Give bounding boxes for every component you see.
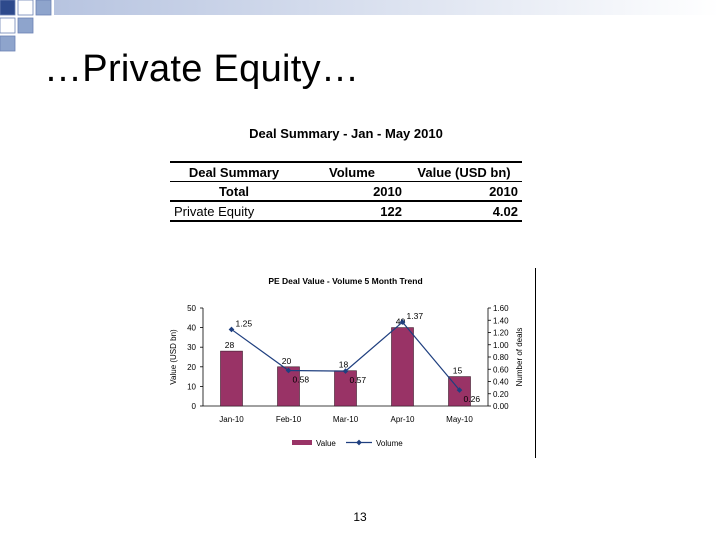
right-tick-label: 1.40 — [493, 316, 509, 325]
legend-marker-volume — [356, 439, 362, 446]
header-cell: Deal Summary — [170, 162, 298, 182]
deco-square — [0, 35, 16, 52]
chart-title: PE Deal Value - Volume 5 Month Trend — [268, 276, 422, 286]
left-tick-label: 50 — [187, 304, 196, 313]
deco-square — [0, 17, 16, 34]
slide-title: …Private Equity… — [44, 48, 360, 90]
header-decoration — [0, 0, 720, 52]
left-tick-label: 0 — [192, 402, 197, 411]
subheader-cell: 2010 — [298, 181, 406, 202]
table-row: Private Equity 122 4.02 — [170, 201, 522, 221]
subheader-cell: 2010 — [406, 181, 522, 202]
header-cell: Volume — [298, 162, 406, 182]
bar — [391, 327, 414, 407]
line-point — [456, 387, 463, 393]
x-tick-label: Mar-10 — [333, 415, 359, 424]
deco-square — [35, 0, 52, 16]
deco-square — [17, 0, 34, 16]
left-tick-label: 40 — [187, 324, 196, 333]
deal-summary-table: Deal Summary Volume Value (USD bn) Total… — [170, 161, 522, 222]
page-number: 13 — [353, 510, 367, 524]
right-axis-label: Number of deals — [515, 328, 524, 387]
x-tick-label: Jan-10 — [219, 415, 244, 424]
line-data-label: 1.37 — [407, 311, 424, 321]
chart-divider — [535, 268, 536, 458]
left-tick-label: 30 — [187, 343, 196, 352]
left-tick-label: 10 — [187, 382, 196, 391]
right-tick-label: 0.40 — [493, 378, 509, 387]
right-tick-label: 1.20 — [493, 329, 509, 338]
bar-data-label: 20 — [282, 356, 292, 366]
row-label: Private Equity — [174, 203, 255, 219]
line-data-label: 1.25 — [236, 318, 253, 328]
row-value: 4.02 — [492, 203, 518, 219]
bar-data-label: 15 — [453, 366, 463, 376]
bar-data-label: 28 — [225, 340, 235, 350]
legend-label-volume: Volume — [376, 439, 403, 448]
table-header-row: Deal Summary Volume Value (USD bn) — [170, 162, 522, 182]
pe-trend-chart: PE Deal Value - Volume 5 Month Trend 0 10 2… — [169, 276, 524, 448]
table-title: Deal Summary - Jan - May 2010 — [249, 126, 443, 141]
left-axis-label: Value (USD bn) — [169, 329, 178, 385]
header-band — [54, 0, 720, 15]
right-tick-label: 0.60 — [493, 365, 509, 374]
header-cell: Value (USD bn) — [406, 162, 522, 182]
line-data-label: 0.57 — [350, 375, 367, 385]
line-data-label: 0.58 — [293, 374, 310, 384]
table-subheader-row: Total 2010 2010 — [170, 181, 522, 202]
right-tick-label: 1.00 — [493, 341, 509, 350]
legend-swatch-value — [292, 440, 312, 445]
subheader-cell: Total — [170, 181, 298, 202]
bar — [277, 366, 300, 407]
x-tick-label: Feb-10 — [276, 415, 302, 424]
bar — [220, 350, 243, 407]
x-tick-label: Apr-10 — [390, 415, 415, 424]
right-tick-label: 0.80 — [493, 353, 509, 362]
x-tick-label: May-10 — [446, 415, 473, 424]
left-tick-label: 20 — [187, 363, 196, 372]
deco-square — [0, 0, 16, 16]
deco-square — [17, 17, 34, 34]
legend-label-value: Value — [316, 439, 336, 448]
bar-data-label: 18 — [339, 360, 349, 370]
right-tick-label: 1.60 — [493, 304, 509, 313]
line-data-label: 0.26 — [464, 394, 481, 404]
row-volume: 122 — [380, 203, 402, 219]
right-tick-label: 0.00 — [493, 402, 509, 411]
right-tick-label: 0.20 — [493, 390, 509, 399]
